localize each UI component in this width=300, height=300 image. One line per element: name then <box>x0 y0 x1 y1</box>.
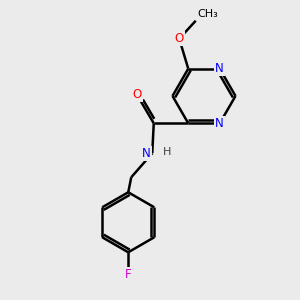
Text: O: O <box>133 88 142 101</box>
Text: F: F <box>125 268 132 281</box>
Text: O: O <box>175 32 184 45</box>
Text: H: H <box>163 147 171 157</box>
Text: N: N <box>142 147 151 160</box>
Text: N: N <box>215 117 224 130</box>
Text: CH₃: CH₃ <box>197 9 218 19</box>
Text: N: N <box>215 62 224 75</box>
